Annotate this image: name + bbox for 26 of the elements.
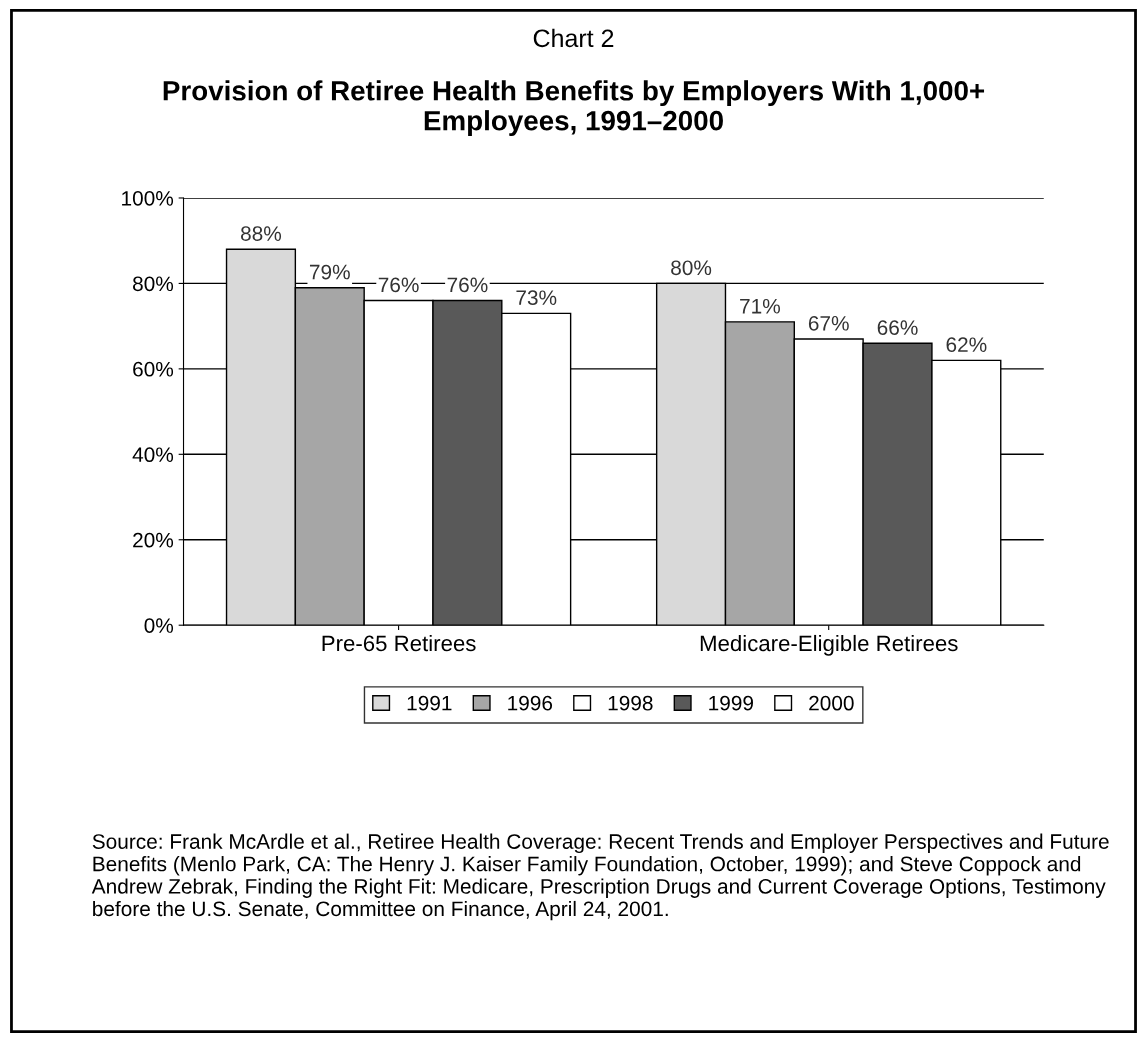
legend-label: 1998: [608, 695, 653, 711]
data-label: 73%: [516, 290, 557, 306]
data-label: 76%: [378, 277, 419, 293]
y-tick-label: 0%: [144, 618, 174, 633]
source-note: Source: Frank McArdle et al., Retiree Health Coverage: Recent Trends and Employer Perspectives and Future Benefits (Menlo Park, CA: The Henry J. Kaiser Family Foundation, October, 1999); and Steve Coppock and Andrew Zebrak, Finding the Right Fit: Medicare, Prescription Drugs and Current Coverage Options, Testimony before the U.S. Senate, Committee on Finance, April 24, 2001.: [91, 833, 1109, 921]
data-label: 88%: [241, 226, 282, 241]
y-tick-label: 20%: [133, 532, 174, 548]
y-tick-label: 60%: [133, 361, 174, 377]
legend-label: 1996: [508, 695, 553, 711]
chart-subtitle: Provision of Retiree Health Benefits by Employers With 1,000+ Employees, 1991–2000: [163, 80, 985, 137]
legend-label: 1999: [709, 695, 754, 711]
data-label: 80%: [671, 260, 712, 276]
legend-label: 1991: [407, 695, 452, 711]
data-label: 76%: [447, 277, 488, 293]
x-tick-label: Pre-65 Retirees: [322, 634, 476, 652]
y-tick-label: 80%: [133, 276, 174, 292]
legend-label: 2000: [809, 695, 854, 711]
y-tick-label: 40%: [132, 447, 174, 463]
data-label: 62%: [946, 337, 987, 353]
data-label: 66%: [877, 320, 918, 335]
data-label: 79%: [309, 264, 350, 280]
chart-title: Chart 2: [533, 28, 614, 48]
data-label: 71%: [740, 298, 780, 314]
x-tick-label: Medicare-Eligible Retirees: [700, 634, 958, 656]
data-label: 67%: [808, 315, 849, 331]
y-tick-label: 100%: [122, 190, 174, 206]
